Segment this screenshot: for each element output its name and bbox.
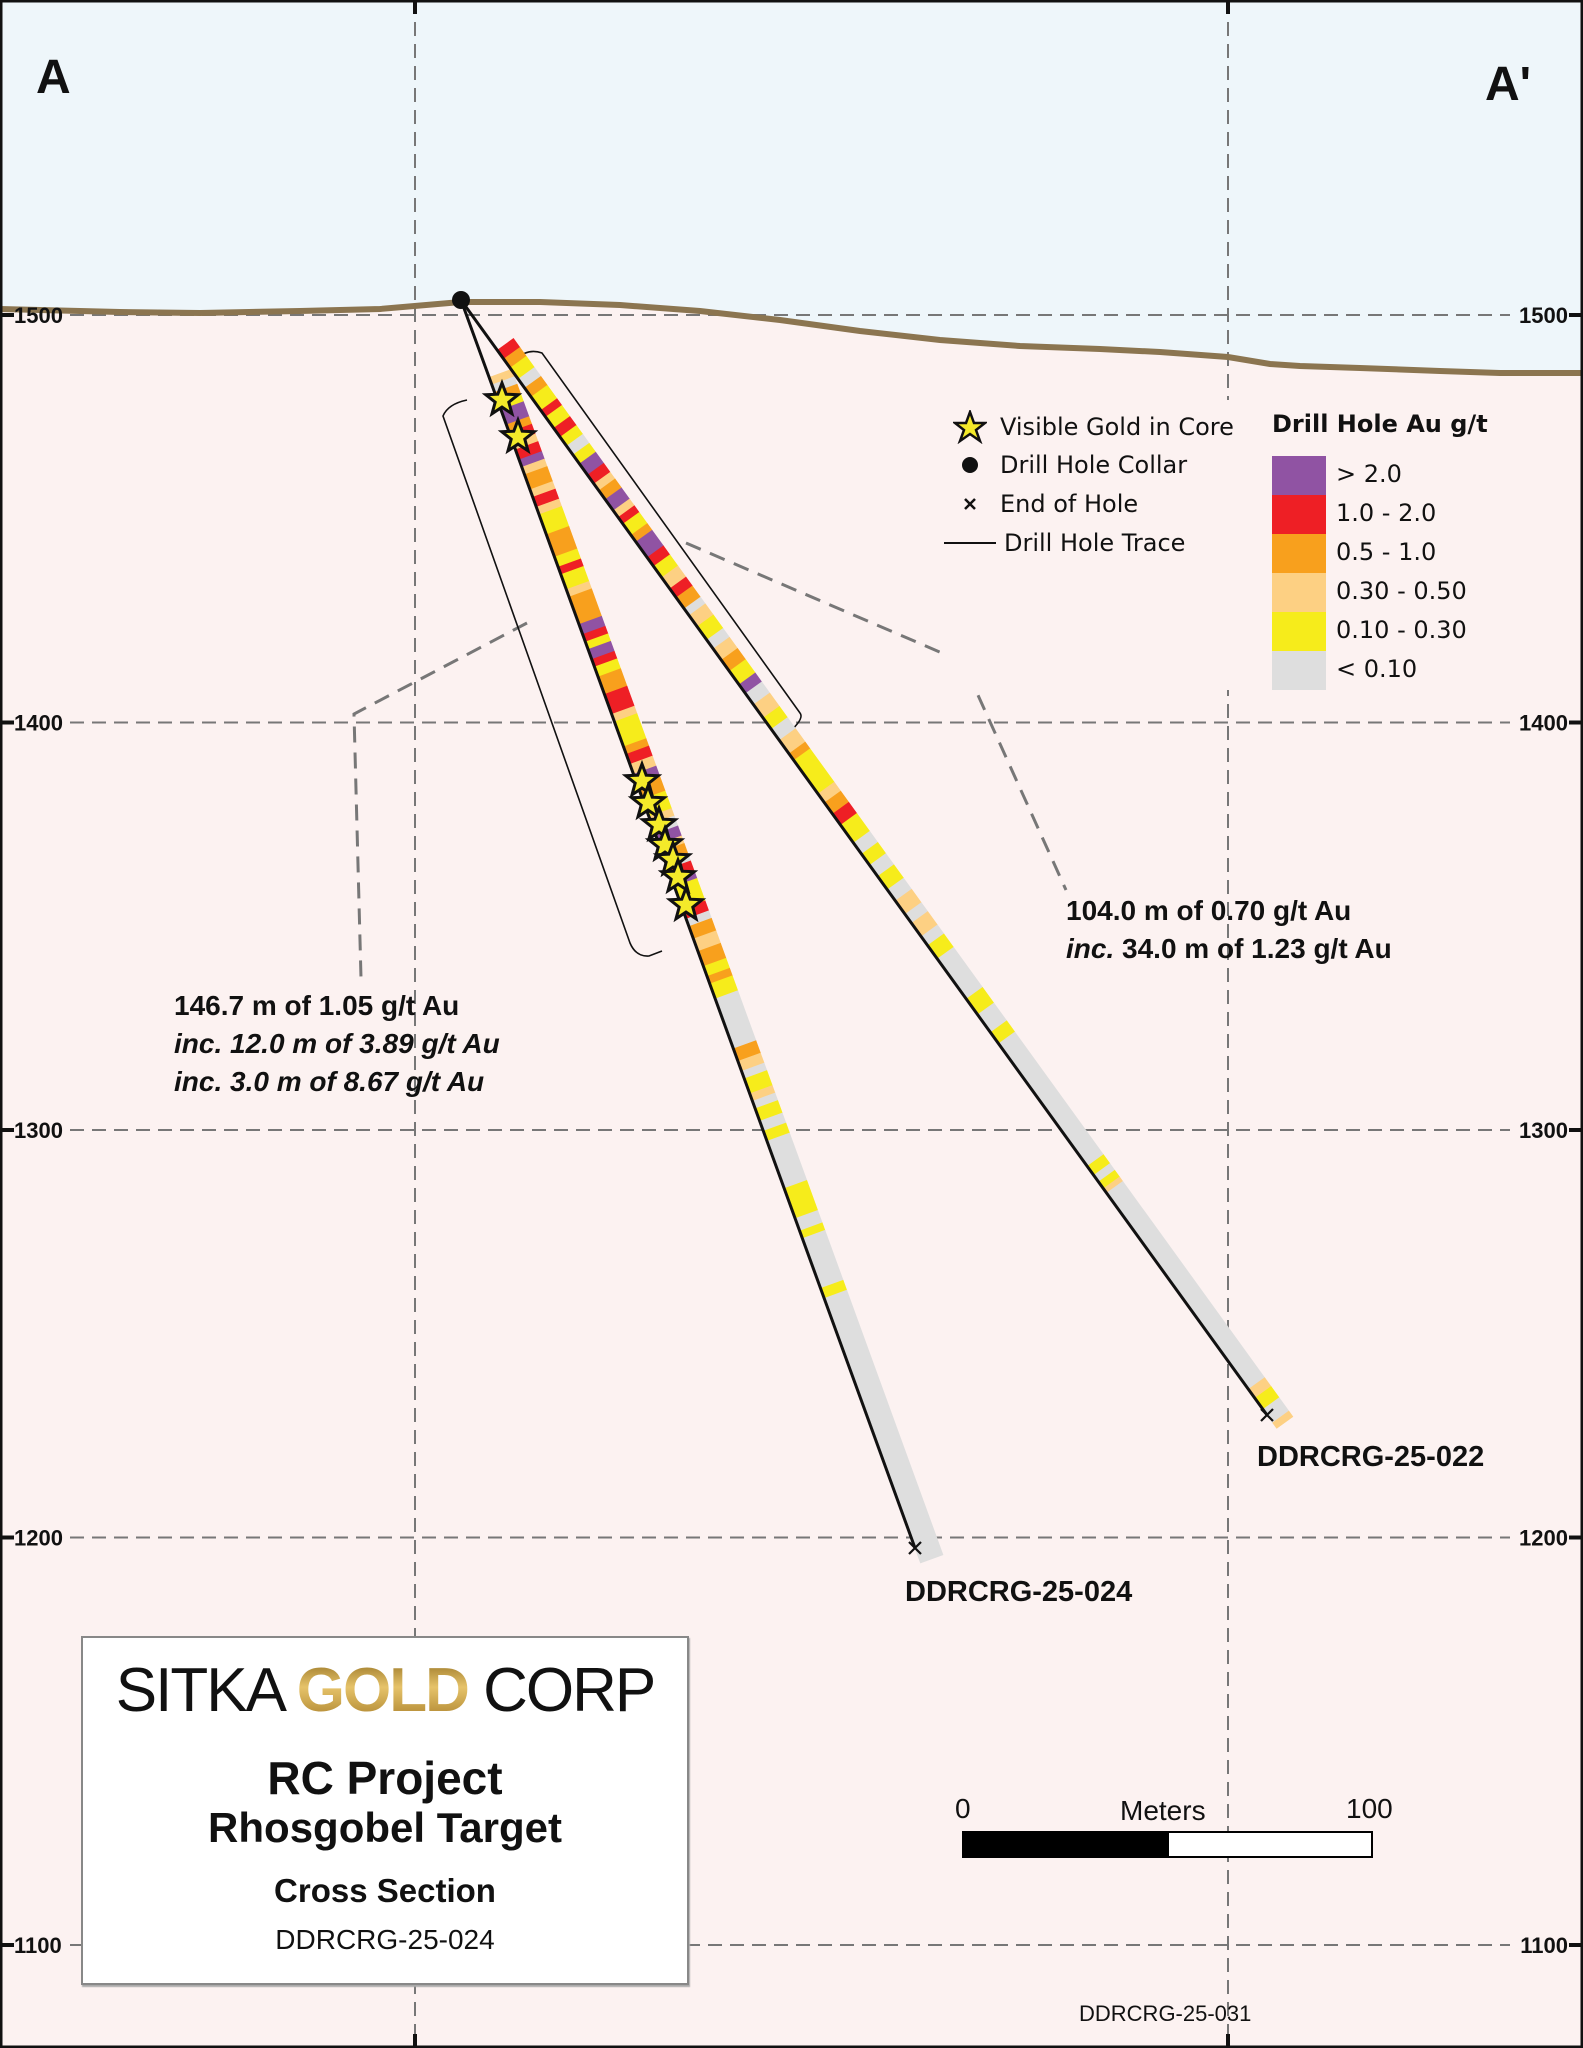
bracket-024 (442, 399, 663, 957)
intercept-main: 146.7 m of 1.05 g/t Au (174, 990, 460, 1021)
visible-gold-star-icon (638, 803, 680, 843)
visible-gold-star-icon (481, 378, 523, 418)
legend-label: Drill Hole Trace (1004, 529, 1186, 557)
grade-label: 0.10 - 0.30 (1336, 616, 1467, 644)
elevation-label-left: 1500 (14, 303, 63, 328)
title-block: SITKA GOLD CORP RC Project Rhosgobel Tar… (81, 1636, 689, 1985)
section-type: Cross Section (274, 1872, 496, 1910)
intercept-label-022: 104.0 m of 0.70 g/t Au inc. 34.0 m of 1.… (1066, 892, 1392, 968)
scale-bar-black (962, 1831, 1167, 1858)
drill-traces (452, 291, 1274, 1555)
intercept-main: 104.0 m of 0.70 g/t Au (1066, 895, 1352, 926)
inc-value: 34.0 m of 1.23 g/t Au (1122, 933, 1392, 964)
visible-gold-star-icon (657, 855, 699, 895)
legend-label: Visible Gold in Core (1000, 413, 1234, 441)
legend-label: End of Hole (1000, 490, 1139, 518)
scale-end-label: 100 (1346, 1793, 1393, 1824)
elevation-label-left: 1400 (14, 711, 63, 736)
adjacent-section-label: DDRCRG-25-031 (1079, 2001, 1252, 2026)
visible-gold-star-icon (644, 823, 686, 863)
swatch-01to03 (1272, 612, 1326, 651)
drill-trace-024 (459, 299, 917, 1549)
legend-item-collar: Drill Hole Collar (940, 446, 1187, 484)
elevation-label-right: 1200 (1519, 1526, 1568, 1551)
axis-labels: 1500 1500 1400 1400 1300 1300 1200 1200 1100 1100… (14, 51, 1568, 1958)
leader-line-024 (352, 621, 528, 979)
elevation-label-right: 1400 (1519, 711, 1568, 736)
grade-label: 0.5 - 1.0 (1336, 538, 1437, 566)
trace-line-icon (936, 541, 1004, 545)
end-of-hole-x-icon (908, 1541, 922, 1555)
scale-unit-label: Meters (1120, 1795, 1206, 1826)
grade-swatches (1272, 456, 1326, 690)
elevation-label-right: 1300 (1519, 1118, 1568, 1143)
assay-interval (1272, 1410, 1294, 1429)
drill-trace-022 (459, 299, 1269, 1416)
legend-item-visible-gold: Visible Gold in Core (940, 408, 1234, 446)
grade-label: < 0.10 (1336, 655, 1418, 683)
visible-gold-star-icon (627, 781, 669, 821)
target-title: Rhosgobel Target (208, 1804, 562, 1852)
swatch-gt2 (1272, 456, 1326, 495)
logo-text-right: CORP (483, 1656, 656, 1725)
scale-bar-white (1167, 1831, 1373, 1858)
section-hole-id: DDRCRG-25-024 (275, 1924, 495, 1956)
legend-item-trace: Drill Hole Trace (936, 524, 1185, 562)
legend-label: Drill Hole Collar (1000, 451, 1188, 479)
swatch-05to1 (1272, 534, 1326, 573)
visible-gold-star-icon (652, 838, 694, 878)
elevation-label-left: 1200 (14, 1526, 63, 1551)
inc-prefix: inc. (1066, 933, 1115, 964)
legend: Visible Gold in Core Drill Hole Collar E… (940, 400, 1488, 690)
intercept-label-024: 146.7 m of 1.05 g/t Au inc. 12.0 m of 3.… (174, 987, 500, 1101)
hole-label-024: DDRCRG-25-024 (905, 1576, 1133, 1608)
elevation-label-left: 1300 (14, 1118, 63, 1143)
end-of-hole-x-icon (940, 497, 1000, 511)
elevation-label-right: 1500 (1519, 303, 1568, 328)
intercept-inc: inc. 34.0 m of 1.23 g/t Au (1066, 930, 1392, 968)
end-of-hole-x-icon (1260, 1408, 1274, 1422)
project-title: RC Project (267, 1752, 503, 1804)
star-icon (940, 410, 1000, 444)
section-end-label-a-prime: A' (1485, 58, 1531, 111)
swatch-03to05 (1272, 573, 1326, 612)
swatch-1to2 (1272, 495, 1326, 534)
elevation-label-left: 1100 (14, 1933, 62, 1958)
collar-dot-icon (452, 291, 470, 309)
topography-line (0, 299, 1583, 376)
hole-label-022: DDRCRG-25-022 (1257, 1441, 1485, 1473)
logo-text-gold: GOLD (296, 1656, 470, 1725)
grade-legend-title: Drill Hole Au g/t (1272, 410, 1488, 438)
grade-label: > 2.0 (1336, 460, 1402, 488)
swatch-lt01 (1272, 651, 1326, 690)
visible-gold-star-icon (621, 759, 663, 799)
legend-item-end-of-hole: End of Hole (940, 485, 1138, 523)
visible-gold-star-icon (665, 883, 707, 923)
grade-label: 1.0 - 2.0 (1336, 499, 1437, 527)
company-logo: SITKA GOLD CORP (83, 1660, 687, 1722)
scale-start-label: 0 (955, 1793, 971, 1824)
grade-label: 0.30 - 0.50 (1336, 577, 1467, 605)
collar-dot-icon (940, 455, 1000, 475)
visible-gold-stars (481, 378, 707, 923)
intercept-inc-1: inc. 12.0 m of 3.89 g/t Au (174, 1028, 500, 1059)
elevation-label-right: 1100 (1520, 1933, 1568, 1958)
intercept-inc-2: inc. 3.0 m of 8.67 g/t Au (174, 1066, 485, 1097)
logo-text-left: SITKA (115, 1656, 284, 1725)
visible-gold-star-icon (497, 415, 539, 455)
section-end-label-a: A (36, 51, 71, 104)
